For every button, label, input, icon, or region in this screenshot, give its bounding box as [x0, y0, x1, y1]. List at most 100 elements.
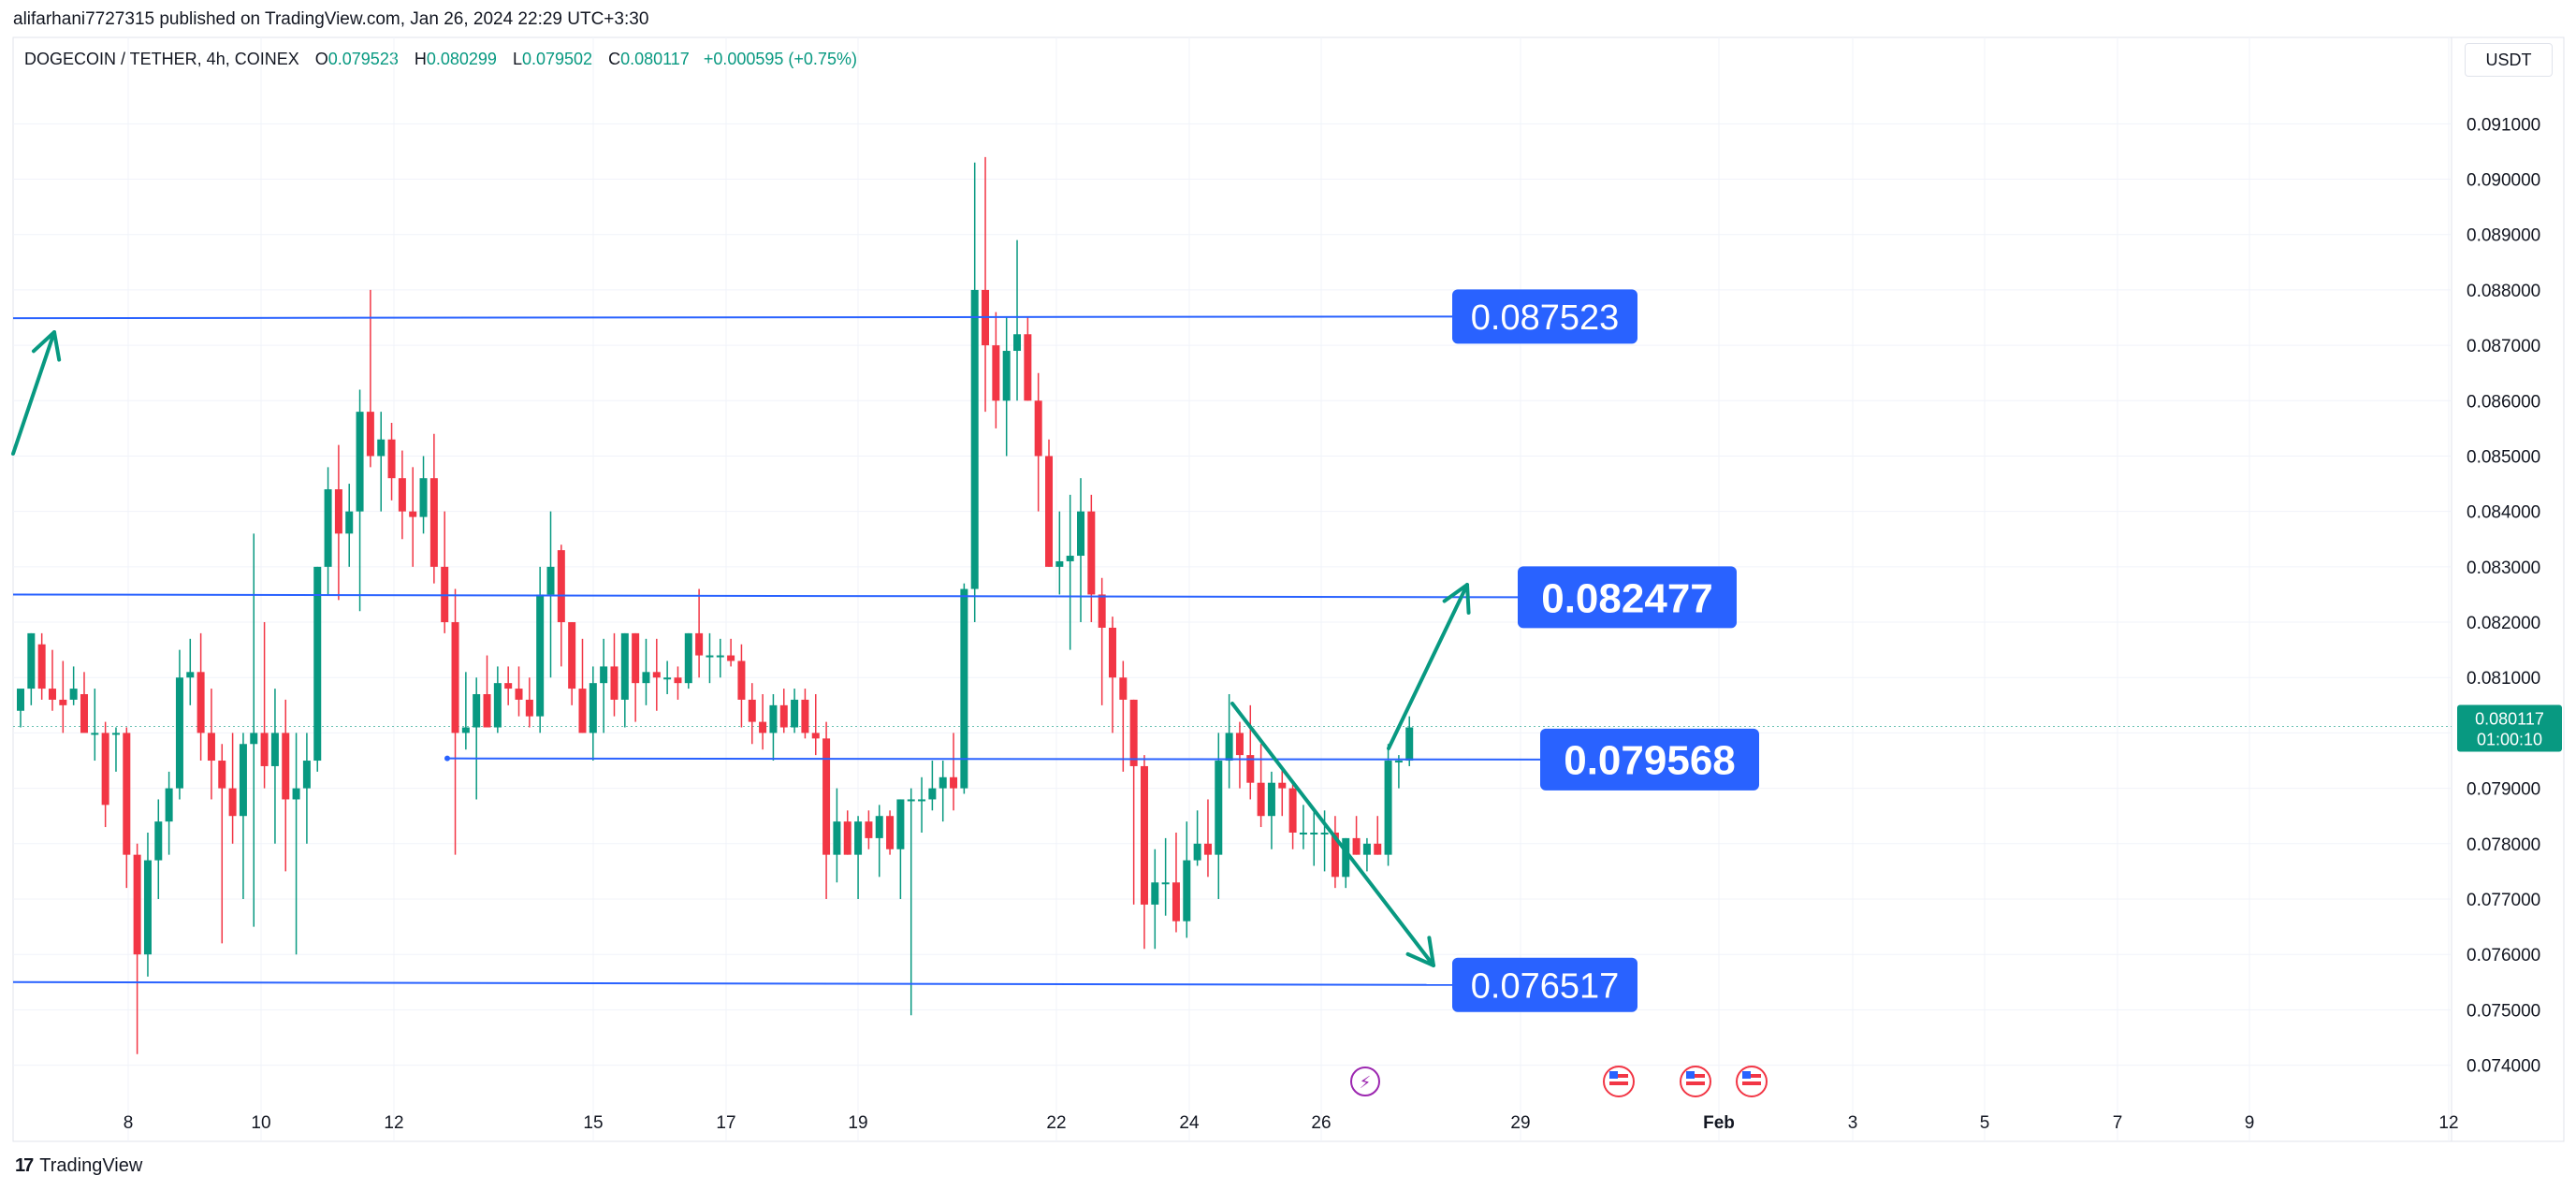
candle-up	[493, 683, 502, 728]
open-value: 0.079523	[327, 50, 399, 68]
time-tick-label: 24	[1179, 1113, 1200, 1133]
candle-up	[706, 655, 714, 658]
level-label: 0.082477	[1541, 575, 1713, 621]
lightning-event-icon[interactable]	[1350, 1067, 1380, 1096]
level-line	[446, 757, 1541, 761]
candle-down	[207, 733, 215, 762]
candle-up	[1267, 782, 1275, 817]
candle-down	[1246, 755, 1255, 783]
candle-down	[1108, 627, 1116, 678]
flag-stripe	[1742, 1074, 1761, 1078]
candle-down	[260, 733, 269, 766]
candle-up	[546, 566, 555, 595]
candle-up	[1320, 832, 1329, 834]
candle-down	[1374, 843, 1382, 855]
level-label-box	[1452, 289, 1637, 344]
candle-down	[387, 439, 396, 479]
arrow-up-head	[1442, 583, 1471, 615]
lightning-icon: ⚡	[1360, 1073, 1372, 1093]
level-label: 0.079568	[1564, 738, 1736, 784]
candle-down	[1129, 699, 1138, 766]
candle-up	[324, 489, 332, 567]
time-tick-label: 12	[384, 1113, 403, 1133]
candle-up	[239, 744, 247, 817]
flag-canton	[1742, 1071, 1751, 1079]
low-value: 0.079502	[521, 50, 593, 68]
candle-down	[37, 644, 46, 689]
level-label: 0.076517	[1471, 966, 1620, 1006]
time-tick-label: 5	[1980, 1113, 1990, 1133]
candle-up	[270, 733, 279, 766]
level-line	[12, 980, 1453, 986]
candle-up	[928, 788, 937, 800]
price-tick-label: 0.087000	[2467, 337, 2540, 356]
candle-up	[165, 788, 173, 822]
candle-down	[822, 738, 831, 855]
price-tick-label: 0.086000	[2467, 392, 2540, 412]
last-price-label: 0.080117	[2475, 710, 2544, 729]
symbol-name[interactable]: DOGECOIN / TETHER, 4h, COINEX	[24, 50, 299, 68]
level-anchor-point	[444, 755, 450, 762]
time-tick-label: 7	[2113, 1113, 2123, 1133]
time-tick-label: 9	[2245, 1113, 2255, 1133]
level-label-box	[1540, 728, 1759, 791]
candle-down	[727, 655, 735, 661]
candle-down	[451, 622, 459, 733]
candle-up	[1183, 860, 1191, 922]
candle-up	[1225, 733, 1233, 762]
candle-up	[111, 733, 120, 735]
publisher-line: alifarhani7727315 published on TradingVi…	[13, 9, 649, 29]
candle-up	[154, 821, 163, 861]
currency-button[interactable]: USDT	[2465, 43, 2553, 77]
candle-up	[1394, 761, 1403, 763]
flag-canton	[1686, 1071, 1695, 1079]
flag-stripe	[1742, 1081, 1761, 1085]
price-tick-label: 0.085000	[2467, 447, 2540, 467]
time-axis: 8 10 12 15 17 19 22 24 26 29 Feb 3 5 7 9 12	[124, 1113, 2459, 1133]
candle-up	[791, 699, 799, 728]
candle-up	[716, 655, 724, 658]
candle-up	[907, 799, 915, 802]
candle-up	[1342, 837, 1350, 878]
candle-down	[48, 689, 56, 700]
tradingview-branding[interactable]: 17 TradingView	[15, 1155, 142, 1177]
candle-down	[429, 478, 438, 567]
arrow-up-left	[11, 330, 56, 456]
candle-up	[875, 816, 883, 838]
candle-down	[652, 672, 661, 678]
candle-down	[101, 733, 109, 805]
close-value: 0.080117	[620, 50, 690, 68]
time-tick-label: 12	[2438, 1113, 2458, 1133]
time-tick-label: Feb	[1703, 1113, 1735, 1133]
price-tick-label: 0.075000	[2467, 1001, 2540, 1021]
candle-down	[1045, 456, 1054, 567]
flag-stripe	[1686, 1074, 1705, 1078]
candle-up	[143, 860, 152, 955]
chart-grid	[12, 36, 2565, 1142]
event-markers: ⚡	[1350, 1066, 1768, 1097]
high-value: 0.080299	[426, 50, 497, 68]
change-value: +0.000595 (+0.75%)	[703, 50, 857, 68]
candle-up	[27, 632, 36, 689]
price-tick-label: 0.076000	[2467, 946, 2540, 965]
flag-stripe	[1609, 1074, 1628, 1078]
candle-down	[133, 854, 141, 955]
candle-up	[1310, 832, 1318, 834]
price-tick-label: 0.079000	[2467, 780, 2540, 800]
price-tick-label: 0.078000	[2467, 835, 2540, 855]
price-axis: 0.091000 0.090000 0.089000 0.088000 0.087000…	[2457, 115, 2562, 1077]
candle-down	[1203, 843, 1212, 855]
candle-down	[525, 699, 533, 717]
candle-down	[504, 683, 513, 689]
candle-down	[196, 672, 205, 733]
candle-down	[483, 694, 491, 728]
candle-up	[1405, 727, 1414, 762]
candle-up	[1077, 511, 1084, 557]
level-line	[12, 315, 1453, 320]
candle-up	[377, 439, 386, 457]
price-tick-label: 0.082000	[2467, 614, 2540, 633]
last-price-badge	[2457, 704, 2562, 752]
candle-up	[186, 672, 195, 678]
time-tick-label: 17	[716, 1113, 735, 1133]
